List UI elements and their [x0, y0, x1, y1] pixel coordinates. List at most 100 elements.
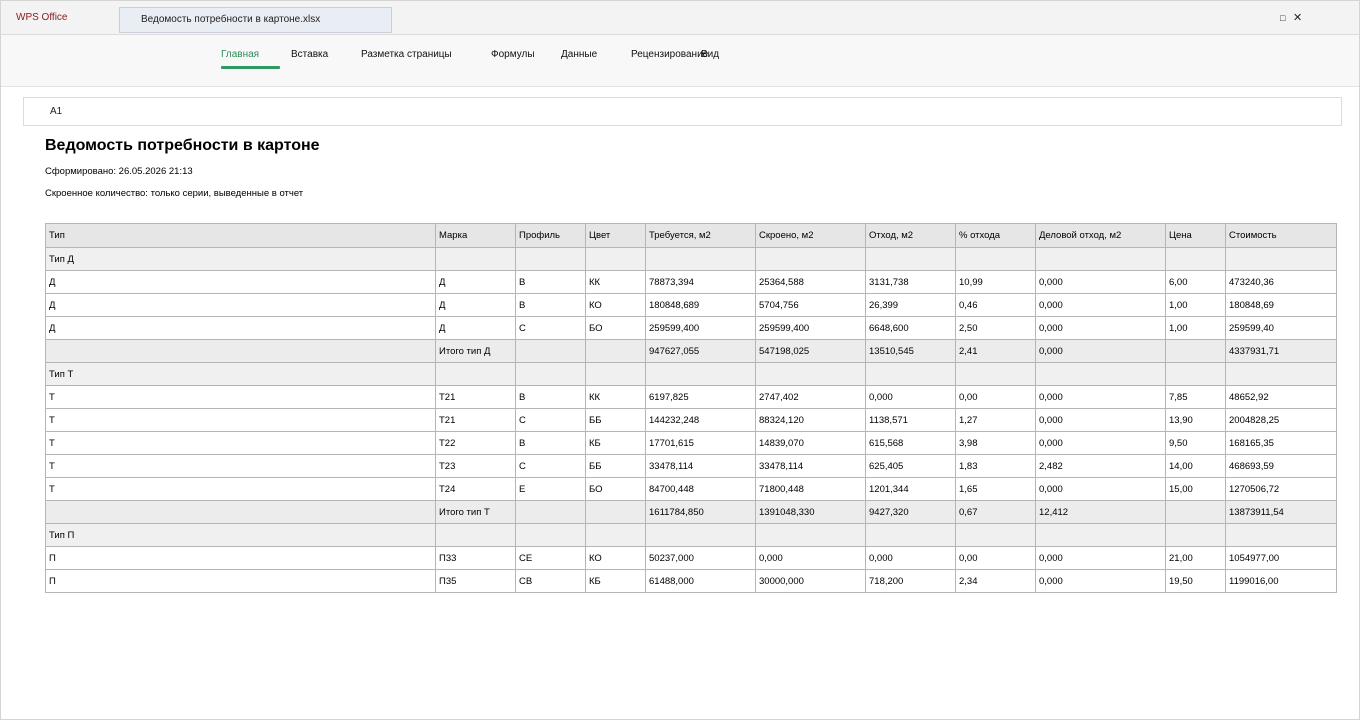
table-cell[interactable]: 0,000: [1035, 569, 1166, 593]
header-type[interactable]: Тип: [45, 223, 436, 248]
table-cell[interactable]: 0,46: [955, 293, 1036, 317]
table-cell[interactable]: 12,412: [1035, 500, 1166, 524]
table-cell[interactable]: Д: [435, 270, 516, 294]
table-cell[interactable]: 1611784,850: [645, 500, 756, 524]
table-cell[interactable]: Д: [45, 270, 436, 294]
table-cell[interactable]: 10,99: [955, 270, 1036, 294]
table-cell[interactable]: [1165, 339, 1226, 363]
table-cell[interactable]: [1035, 247, 1166, 271]
table-cell[interactable]: Итого тип Д: [435, 339, 516, 363]
table-cell[interactable]: Т: [45, 454, 436, 478]
table-cell[interactable]: В: [515, 385, 586, 409]
table-cell[interactable]: Д: [45, 293, 436, 317]
table-cell[interactable]: 473240,36: [1225, 270, 1337, 294]
table-cell[interactable]: 0,000: [1035, 408, 1166, 432]
table-cell[interactable]: 0,000: [755, 546, 866, 570]
table-cell[interactable]: [1165, 500, 1226, 524]
table-cell[interactable]: 1,00: [1165, 316, 1226, 340]
table-cell[interactable]: 1054977,00: [1225, 546, 1337, 570]
table-cell[interactable]: СЕ: [515, 546, 586, 570]
table-cell[interactable]: [45, 500, 436, 524]
table-cell[interactable]: СВ: [515, 569, 586, 593]
table-cell[interactable]: Итого тип Т: [435, 500, 516, 524]
table-cell[interactable]: Т: [45, 408, 436, 432]
table-cell[interactable]: 259599,400: [755, 316, 866, 340]
table-cell[interactable]: 180848,69: [1225, 293, 1337, 317]
table-cell[interactable]: 6648,600: [865, 316, 956, 340]
table-cell[interactable]: 0,000: [865, 385, 956, 409]
header-waste[interactable]: Отход, м2: [865, 223, 956, 248]
table-cell[interactable]: Т: [45, 477, 436, 501]
table-cell[interactable]: Тип П: [45, 523, 436, 547]
table-cell[interactable]: 1,27: [955, 408, 1036, 432]
header-color[interactable]: Цвет: [585, 223, 646, 248]
table-cell[interactable]: 1199016,00: [1225, 569, 1337, 593]
table-cell[interactable]: 259599,40: [1225, 316, 1337, 340]
table-cell[interactable]: [1165, 362, 1226, 386]
table-cell[interactable]: [1165, 523, 1226, 547]
table-cell[interactable]: 1,83: [955, 454, 1036, 478]
table-cell[interactable]: ББ: [585, 454, 646, 478]
table-cell[interactable]: 0,000: [1035, 546, 1166, 570]
table-cell[interactable]: Тип Т: [45, 362, 436, 386]
table-cell[interactable]: 468693,59: [1225, 454, 1337, 478]
table-cell[interactable]: ББ: [585, 408, 646, 432]
table-cell[interactable]: П33: [435, 546, 516, 570]
table-cell[interactable]: П35: [435, 569, 516, 593]
table-cell[interactable]: 30000,000: [755, 569, 866, 593]
table-cell[interactable]: [585, 362, 646, 386]
table-cell[interactable]: [955, 523, 1036, 547]
table-cell[interactable]: [1225, 523, 1337, 547]
tab-home[interactable]: Главная: [221, 49, 260, 60]
table-cell[interactable]: 615,568: [865, 431, 956, 455]
header-required[interactable]: Требуется, м2: [645, 223, 756, 248]
table-cell[interactable]: [955, 247, 1036, 271]
table-cell[interactable]: 1391048,330: [755, 500, 866, 524]
table-cell[interactable]: В: [515, 431, 586, 455]
table-cell[interactable]: [955, 362, 1036, 386]
table-cell[interactable]: [1165, 247, 1226, 271]
header-business-waste[interactable]: Деловой отход, м2: [1035, 223, 1166, 248]
table-cell[interactable]: В: [515, 293, 586, 317]
table-cell[interactable]: 19,50: [1165, 569, 1226, 593]
tab-page-layout[interactable]: Разметка страницы: [361, 49, 452, 60]
table-cell[interactable]: [585, 523, 646, 547]
table-cell[interactable]: 1270506,72: [1225, 477, 1337, 501]
table-cell[interactable]: Т24: [435, 477, 516, 501]
table-cell[interactable]: 25364,588: [755, 270, 866, 294]
tab-formulas[interactable]: Формулы: [491, 49, 535, 60]
table-cell[interactable]: 78873,394: [645, 270, 756, 294]
table-cell[interactable]: [435, 523, 516, 547]
table-cell[interactable]: Т: [45, 385, 436, 409]
header-cost[interactable]: Стоимость: [1225, 223, 1337, 248]
table-cell[interactable]: [515, 339, 586, 363]
table-cell[interactable]: 71800,448: [755, 477, 866, 501]
table-cell[interactable]: 3,98: [955, 431, 1036, 455]
table-cell[interactable]: 1138,571: [865, 408, 956, 432]
cell-reference[interactable]: A1: [50, 106, 63, 117]
table-cell[interactable]: 168165,35: [1225, 431, 1337, 455]
table-cell[interactable]: 6197,825: [645, 385, 756, 409]
table-cell[interactable]: П: [45, 546, 436, 570]
table-cell[interactable]: 2747,402: [755, 385, 866, 409]
table-cell[interactable]: Т22: [435, 431, 516, 455]
tab-view[interactable]: Вид: [701, 49, 720, 60]
header-price[interactable]: Цена: [1165, 223, 1226, 248]
close-icon[interactable]: ✕: [1293, 12, 1303, 24]
tab-insert[interactable]: Вставка: [291, 49, 329, 60]
table-cell[interactable]: 61488,000: [645, 569, 756, 593]
table-cell[interactable]: 180848,689: [645, 293, 756, 317]
table-cell[interactable]: [515, 523, 586, 547]
table-cell[interactable]: [435, 362, 516, 386]
table-cell[interactable]: Т21: [435, 385, 516, 409]
table-cell[interactable]: Д: [435, 316, 516, 340]
table-cell[interactable]: [755, 362, 866, 386]
table-cell[interactable]: С: [515, 454, 586, 478]
table-cell[interactable]: 1,65: [955, 477, 1036, 501]
table-cell[interactable]: [1225, 362, 1337, 386]
table-cell[interactable]: 14839,070: [755, 431, 866, 455]
table-cell[interactable]: [585, 247, 646, 271]
table-cell[interactable]: 7,85: [1165, 385, 1226, 409]
table-cell[interactable]: 547198,025: [755, 339, 866, 363]
table-cell[interactable]: 4337931,71: [1225, 339, 1337, 363]
